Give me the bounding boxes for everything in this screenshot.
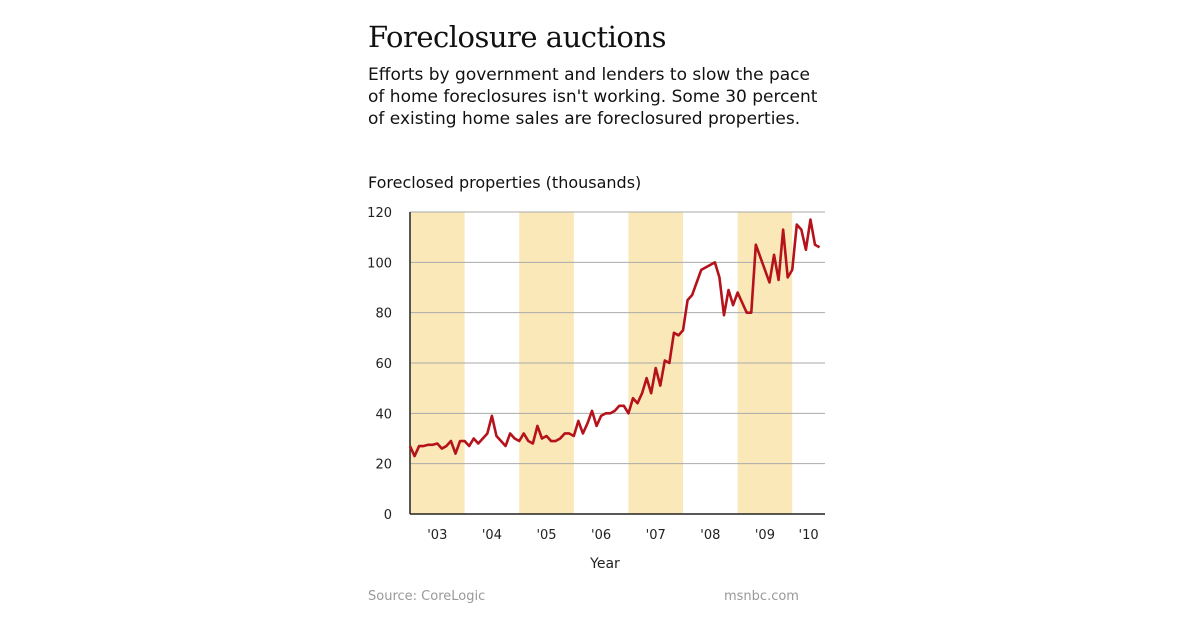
x-tick-label: '08 xyxy=(700,528,720,543)
x-tick-label: '03 xyxy=(427,528,447,543)
x-axis-label: Year xyxy=(589,556,620,572)
y-tick-label: 120 xyxy=(367,206,392,221)
y-tick-label: 40 xyxy=(375,407,392,422)
y-tick-label: 0 xyxy=(384,508,392,523)
x-tick-label: '10 xyxy=(799,528,819,543)
x-tick-label: '09 xyxy=(755,528,775,543)
y-tick-label: 60 xyxy=(375,357,392,372)
x-tick-label: '07 xyxy=(646,528,666,543)
credit-note: msnbc.com xyxy=(724,589,799,604)
x-tick-label: '06 xyxy=(591,528,611,543)
y-tick-label: 20 xyxy=(375,458,392,473)
y-axis-label: Foreclosed properties (thousands) xyxy=(368,173,642,192)
x-tick-label: '04 xyxy=(482,528,502,543)
y-tick-label: 100 xyxy=(367,256,392,271)
x-tick-label: '05 xyxy=(536,528,556,543)
source-note: Source: CoreLogic xyxy=(368,589,486,604)
chart-subtitle: Efforts by government and lenders to slo… xyxy=(368,65,818,129)
series-line xyxy=(408,218,821,458)
y-tick-label: 80 xyxy=(375,307,392,322)
chart-title: Foreclosure auctions xyxy=(368,20,666,54)
